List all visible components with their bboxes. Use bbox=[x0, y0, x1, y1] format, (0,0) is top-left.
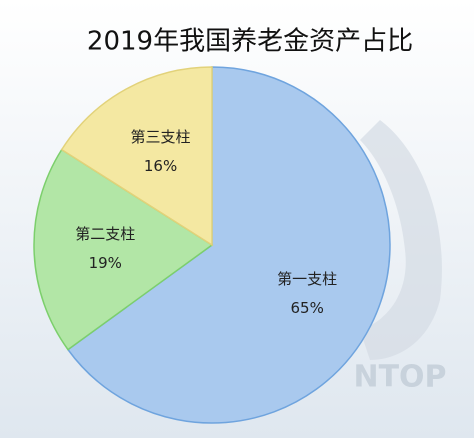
slice-label: 第二支柱 bbox=[75, 225, 135, 243]
slice-value-label: 16% bbox=[144, 157, 177, 175]
pie-slice bbox=[66, 66, 391, 424]
slice-label: 第三支柱 bbox=[131, 128, 191, 146]
pie-slice bbox=[33, 148, 214, 351]
pie-slice bbox=[60, 66, 213, 247]
watermark-shape bbox=[360, 120, 442, 360]
slice-label: 第一支柱 bbox=[277, 270, 337, 288]
slice-value-label: 19% bbox=[89, 254, 122, 272]
chart-title: 2019年我国养老金资产占比 bbox=[87, 27, 413, 57]
watermark: NTOP bbox=[353, 360, 446, 395]
slice-value-label: 65% bbox=[290, 299, 323, 317]
